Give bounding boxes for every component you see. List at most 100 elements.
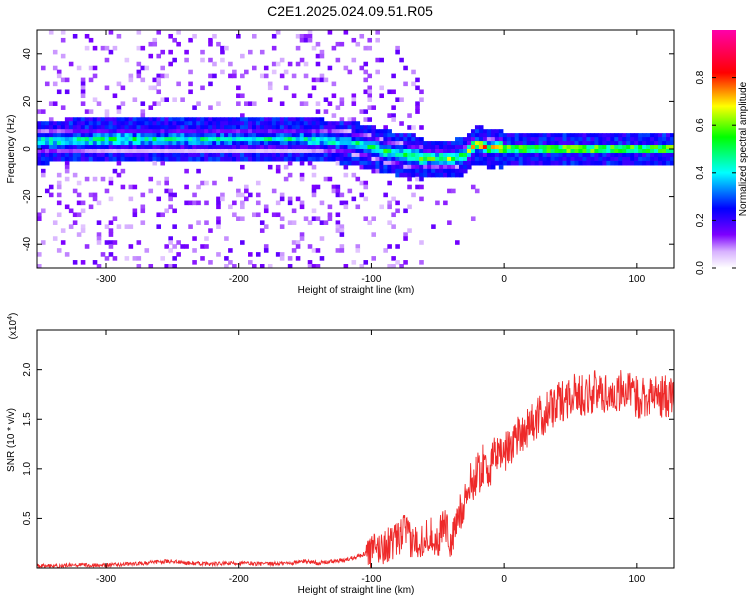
heatmap-cell xyxy=(518,156,524,162)
heatmap-cell xyxy=(359,156,365,162)
heatmap-cell xyxy=(538,141,544,146)
heatmap-cell xyxy=(232,145,237,150)
heatmap-cell xyxy=(311,192,317,198)
heatmap-cell xyxy=(283,152,289,158)
heatmap-cell xyxy=(72,133,78,138)
heatmap-cell xyxy=(164,176,169,182)
heatmap-cell xyxy=(542,137,548,142)
heatmap-cell xyxy=(387,168,392,174)
heatmap-cell xyxy=(240,164,245,170)
heatmap-cell xyxy=(40,156,46,162)
heatmap-cell xyxy=(375,145,380,150)
heatmap-cell xyxy=(176,30,181,35)
heatmap-cell xyxy=(116,145,122,150)
snr-y-scale: (x104) xyxy=(7,313,19,340)
heatmap-cell xyxy=(315,156,321,162)
heatmap-cell xyxy=(311,133,317,138)
heatmap-cell xyxy=(646,149,651,154)
heatmap-cell xyxy=(303,101,309,106)
heatmap-cell xyxy=(351,93,357,99)
heatmap-cell xyxy=(478,129,484,134)
heatmap-cell xyxy=(92,192,98,198)
heatmap-cell xyxy=(311,137,317,142)
heatmap-cell xyxy=(263,244,269,249)
heatmap-cell xyxy=(76,125,82,130)
heatmap-cell xyxy=(327,141,333,146)
heatmap-cell xyxy=(140,192,146,198)
heatmap-cell xyxy=(80,156,86,162)
heatmap-cell xyxy=(84,149,90,154)
heatmap-cell xyxy=(92,196,98,202)
heatmap-cell xyxy=(204,133,209,138)
heatmap-cell xyxy=(594,137,599,142)
heatmap-cell xyxy=(574,160,580,166)
heatmap-cell xyxy=(514,141,520,146)
heatmap-cell xyxy=(359,160,365,166)
heatmap-cell xyxy=(224,129,229,134)
snr-x-label: Height of straight line (km) xyxy=(298,585,415,596)
heatmap-cell xyxy=(248,117,253,122)
heatmap-cell xyxy=(259,133,265,138)
heatmap-cell xyxy=(267,85,273,91)
heatmap-cell xyxy=(650,145,655,150)
heatmap-cell xyxy=(303,117,309,122)
heatmap-cell xyxy=(208,152,213,158)
heatmap-cell xyxy=(383,160,388,166)
heatmap-cell xyxy=(670,160,674,166)
heatmap-cell xyxy=(299,236,305,241)
heatmap-cell xyxy=(104,149,110,154)
heatmap-cell xyxy=(303,133,309,138)
heatmap-cell xyxy=(311,45,317,51)
heatmap-cell xyxy=(339,121,345,126)
heatmap-cell xyxy=(514,145,520,150)
heatmap-cell xyxy=(379,160,384,166)
heatmap-cell xyxy=(152,41,158,47)
heatmap-cell xyxy=(407,149,412,154)
heatmap-cell xyxy=(319,137,325,142)
heatmap-cell xyxy=(236,192,241,198)
heatmap-cell xyxy=(327,216,333,221)
heatmap-cell xyxy=(287,256,293,261)
heatmap-cell xyxy=(367,149,373,154)
heatmap-cell xyxy=(144,121,150,126)
heatmap-cell xyxy=(172,224,177,229)
heatmap-cell xyxy=(327,176,333,182)
heatmap-cell xyxy=(40,152,46,158)
heatmap-cell xyxy=(470,129,476,134)
heatmap-cell xyxy=(622,145,627,150)
heatmap-cell xyxy=(666,133,671,138)
snr-frame xyxy=(36,329,675,569)
heatmap-cell xyxy=(367,105,373,110)
heatmap-cell xyxy=(236,188,241,194)
heatmap-cell xyxy=(610,133,615,138)
heatmap-cell xyxy=(486,164,492,170)
heatmap-cell xyxy=(474,137,480,142)
heatmap-cell xyxy=(399,164,404,170)
heatmap-cell xyxy=(299,204,305,210)
heatmap-cell xyxy=(395,97,400,102)
heatmap-cell xyxy=(240,204,245,210)
heatmap-cell xyxy=(307,149,313,154)
heatmap-cell xyxy=(610,149,615,154)
heatmap-cell xyxy=(68,129,74,134)
heatmap-cell xyxy=(403,65,408,71)
heatmap-cell xyxy=(240,141,245,146)
heatmap-cell xyxy=(466,137,472,142)
heatmap-cell xyxy=(271,141,277,146)
heatmap-cell xyxy=(84,109,90,114)
heatmap-cell xyxy=(363,89,369,95)
heatmap-cell xyxy=(375,137,380,142)
heatmap-cell xyxy=(387,220,392,225)
heatmap-cell xyxy=(359,129,365,134)
heatmap-cell xyxy=(618,152,623,158)
heatmap-cell xyxy=(80,260,86,265)
heatmap-cell xyxy=(522,137,528,142)
heatmap-cell xyxy=(311,188,317,194)
heatmap-cell xyxy=(403,232,408,237)
heatmap-cell xyxy=(248,137,253,142)
heatmap-cell xyxy=(415,77,420,83)
heatmap-cell xyxy=(598,133,603,138)
heatmap-cell xyxy=(240,156,245,162)
heatmap-cell xyxy=(84,45,90,51)
heatmap-cell xyxy=(212,141,217,146)
